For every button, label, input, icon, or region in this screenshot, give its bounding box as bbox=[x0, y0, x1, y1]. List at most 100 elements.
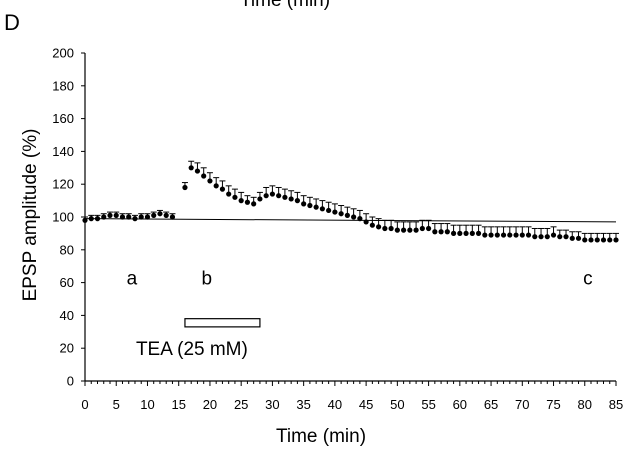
data-point bbox=[582, 237, 588, 243]
data-point bbox=[194, 168, 201, 174]
data-point bbox=[288, 196, 294, 202]
data-point bbox=[563, 234, 569, 240]
y-axis-title: EPSP amplitude (%) bbox=[20, 129, 41, 302]
x-tick-label: 85 bbox=[609, 397, 623, 412]
y-tick-label: 20 bbox=[60, 341, 74, 356]
x-tick-label: 80 bbox=[578, 397, 592, 412]
data-point bbox=[326, 207, 332, 214]
y-tick-label: 0 bbox=[67, 374, 74, 389]
baseline-reference-line bbox=[84, 218, 617, 223]
data-point bbox=[126, 214, 132, 220]
data-point bbox=[382, 225, 388, 232]
data-point bbox=[444, 229, 450, 235]
data-point bbox=[244, 199, 251, 205]
y-tick-label: 80 bbox=[60, 242, 74, 257]
data-point bbox=[519, 232, 525, 238]
data-point bbox=[401, 227, 407, 233]
annotation-a: a bbox=[127, 269, 138, 290]
data-point bbox=[357, 216, 363, 222]
data-point bbox=[475, 230, 482, 236]
data-point bbox=[276, 193, 282, 199]
data-point bbox=[482, 232, 488, 238]
data-point bbox=[538, 234, 544, 240]
y-tick-label: 160 bbox=[52, 111, 74, 126]
data-point bbox=[113, 212, 119, 218]
data-point bbox=[282, 194, 288, 200]
data-point bbox=[94, 216, 101, 222]
data-point bbox=[219, 186, 226, 192]
data-point bbox=[525, 232, 532, 238]
data-point bbox=[550, 232, 557, 238]
data-point bbox=[213, 183, 219, 189]
data-point bbox=[169, 214, 176, 220]
data-point bbox=[226, 191, 232, 197]
tea-application-label: TEA (25 mM) bbox=[136, 339, 248, 360]
data-point bbox=[413, 227, 419, 233]
data-point bbox=[119, 214, 126, 220]
data-point bbox=[513, 232, 519, 238]
data-point bbox=[575, 235, 582, 241]
data-point bbox=[232, 194, 238, 200]
x-tick-label: 0 bbox=[81, 397, 88, 412]
data-point bbox=[369, 222, 375, 228]
plot-area: 0 20 40 60 80 100 120 140 160 180 200 0 5 10 15 20 25 30 3… bbox=[52, 46, 623, 413]
data-point bbox=[151, 212, 157, 218]
data-point bbox=[594, 237, 600, 243]
x-tick-label: 55 bbox=[421, 397, 435, 412]
data-point bbox=[488, 232, 494, 238]
data-point bbox=[201, 173, 207, 179]
data-point bbox=[307, 202, 313, 209]
data-point bbox=[500, 232, 507, 238]
y-tick-label: 40 bbox=[60, 308, 74, 323]
data-point bbox=[351, 214, 357, 220]
data-point bbox=[144, 214, 151, 220]
x-tick-label: 50 bbox=[390, 397, 404, 412]
data-point bbox=[163, 212, 169, 218]
data-point bbox=[88, 216, 94, 222]
data-point bbox=[363, 219, 369, 225]
data-point bbox=[101, 214, 107, 220]
x-tick-label: 35 bbox=[296, 397, 310, 412]
data-point bbox=[338, 211, 344, 217]
x-tick-label: 45 bbox=[359, 397, 373, 412]
data-point bbox=[419, 225, 425, 232]
data-point bbox=[600, 237, 607, 243]
data-point bbox=[182, 184, 188, 191]
y-tick-label: 180 bbox=[52, 78, 74, 93]
data-point bbox=[238, 198, 244, 204]
data-point bbox=[263, 193, 269, 199]
x-tick-label: 5 bbox=[113, 397, 120, 412]
data-point bbox=[82, 217, 88, 223]
data-point bbox=[463, 230, 469, 236]
annotation-b: b bbox=[202, 269, 213, 290]
x-tick-label: 40 bbox=[328, 397, 342, 412]
data-point bbox=[188, 165, 194, 171]
data-point bbox=[344, 212, 350, 218]
x-tick-label: 65 bbox=[484, 397, 498, 412]
data-point bbox=[394, 227, 400, 233]
data-point bbox=[132, 216, 138, 222]
data-point bbox=[438, 229, 444, 235]
x-tick-label: 70 bbox=[515, 397, 529, 412]
data-point bbox=[425, 225, 432, 232]
data-point bbox=[613, 237, 619, 243]
x-tick-label: 10 bbox=[140, 397, 154, 412]
data-point bbox=[588, 237, 594, 243]
y-tick-label: 140 bbox=[52, 144, 74, 159]
y-tick-label: 120 bbox=[52, 177, 74, 192]
data-point bbox=[557, 234, 563, 240]
data-point bbox=[301, 201, 307, 207]
panel-label: D bbox=[4, 10, 20, 35]
annotation-c: c bbox=[583, 269, 593, 290]
data-point bbox=[544, 234, 550, 240]
x-tick-label: 75 bbox=[546, 397, 560, 412]
tea-application-bar bbox=[184, 318, 261, 328]
data-point bbox=[319, 206, 325, 212]
data-point bbox=[569, 235, 575, 241]
y-tick-label: 100 bbox=[52, 210, 74, 225]
data-point bbox=[313, 204, 319, 210]
x-tick-label: 15 bbox=[171, 397, 185, 412]
data-point bbox=[607, 237, 613, 243]
x-tick-label: 25 bbox=[234, 397, 248, 412]
